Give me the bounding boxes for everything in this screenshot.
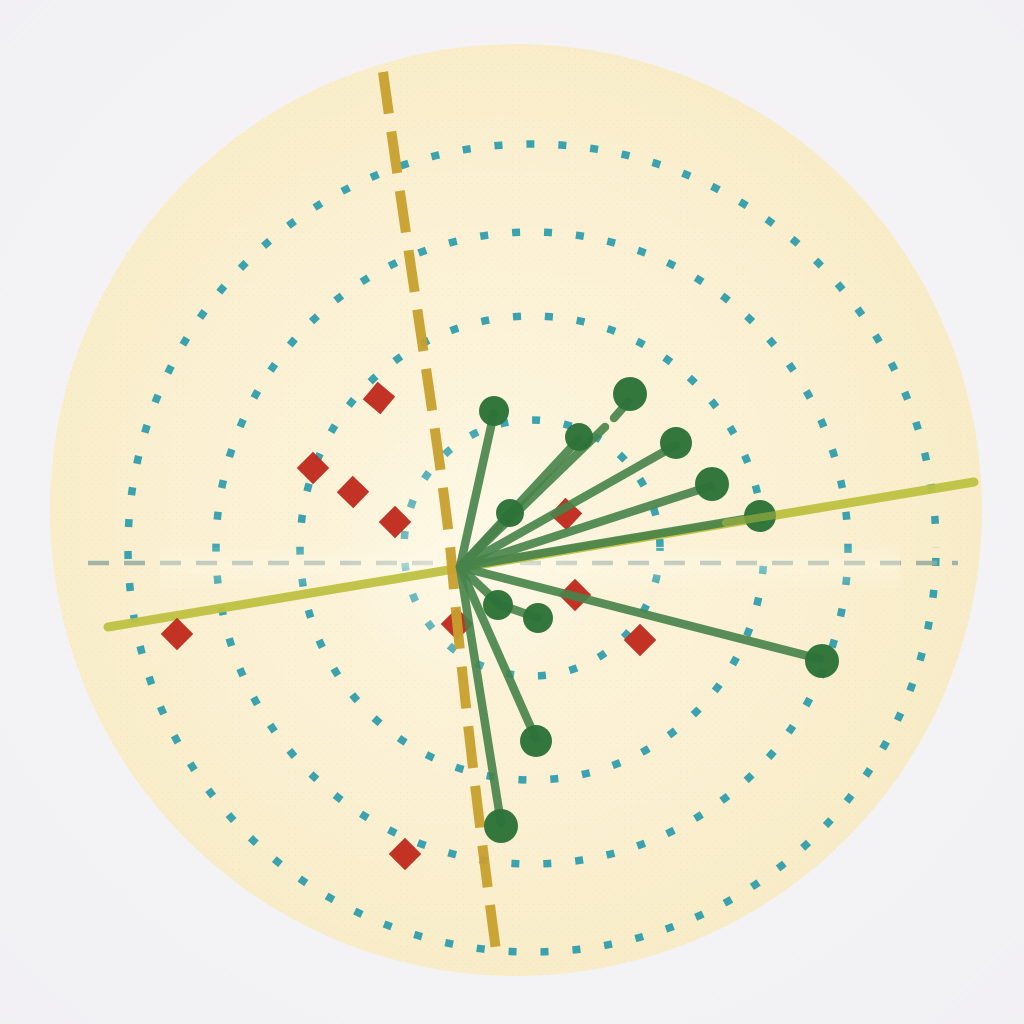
vector-line bbox=[455, 440, 681, 572]
vector-line bbox=[455, 562, 506, 828]
dashed-vertical-axis bbox=[378, 71, 502, 959]
vector-dot bbox=[613, 377, 647, 411]
vector-dot bbox=[483, 590, 513, 620]
grid-ring-4 bbox=[124, 140, 940, 956]
vector-dot bbox=[805, 644, 839, 678]
vector-dot bbox=[484, 809, 518, 843]
vector-dot bbox=[520, 725, 552, 757]
vector-dot bbox=[565, 423, 593, 451]
vector-line bbox=[455, 562, 825, 664]
vector-dot bbox=[479, 396, 509, 426]
vector-line bbox=[455, 481, 716, 572]
diamond-marker bbox=[388, 837, 422, 871]
diamond-marker bbox=[623, 623, 657, 657]
vector-dot bbox=[523, 603, 553, 633]
vector-dot bbox=[660, 427, 692, 459]
vector-line bbox=[455, 562, 541, 744]
vector-dot bbox=[496, 499, 524, 527]
diamond-marker bbox=[160, 617, 194, 651]
vector-line bbox=[455, 512, 762, 572]
vector-line bbox=[455, 408, 499, 572]
vector-dot bbox=[695, 467, 729, 501]
diamond-marker bbox=[296, 451, 330, 485]
axis-over-dot-glint bbox=[722, 506, 810, 527]
diamond-marker bbox=[336, 475, 370, 509]
diamond-marker bbox=[378, 505, 412, 539]
diamond-marker bbox=[362, 381, 396, 415]
